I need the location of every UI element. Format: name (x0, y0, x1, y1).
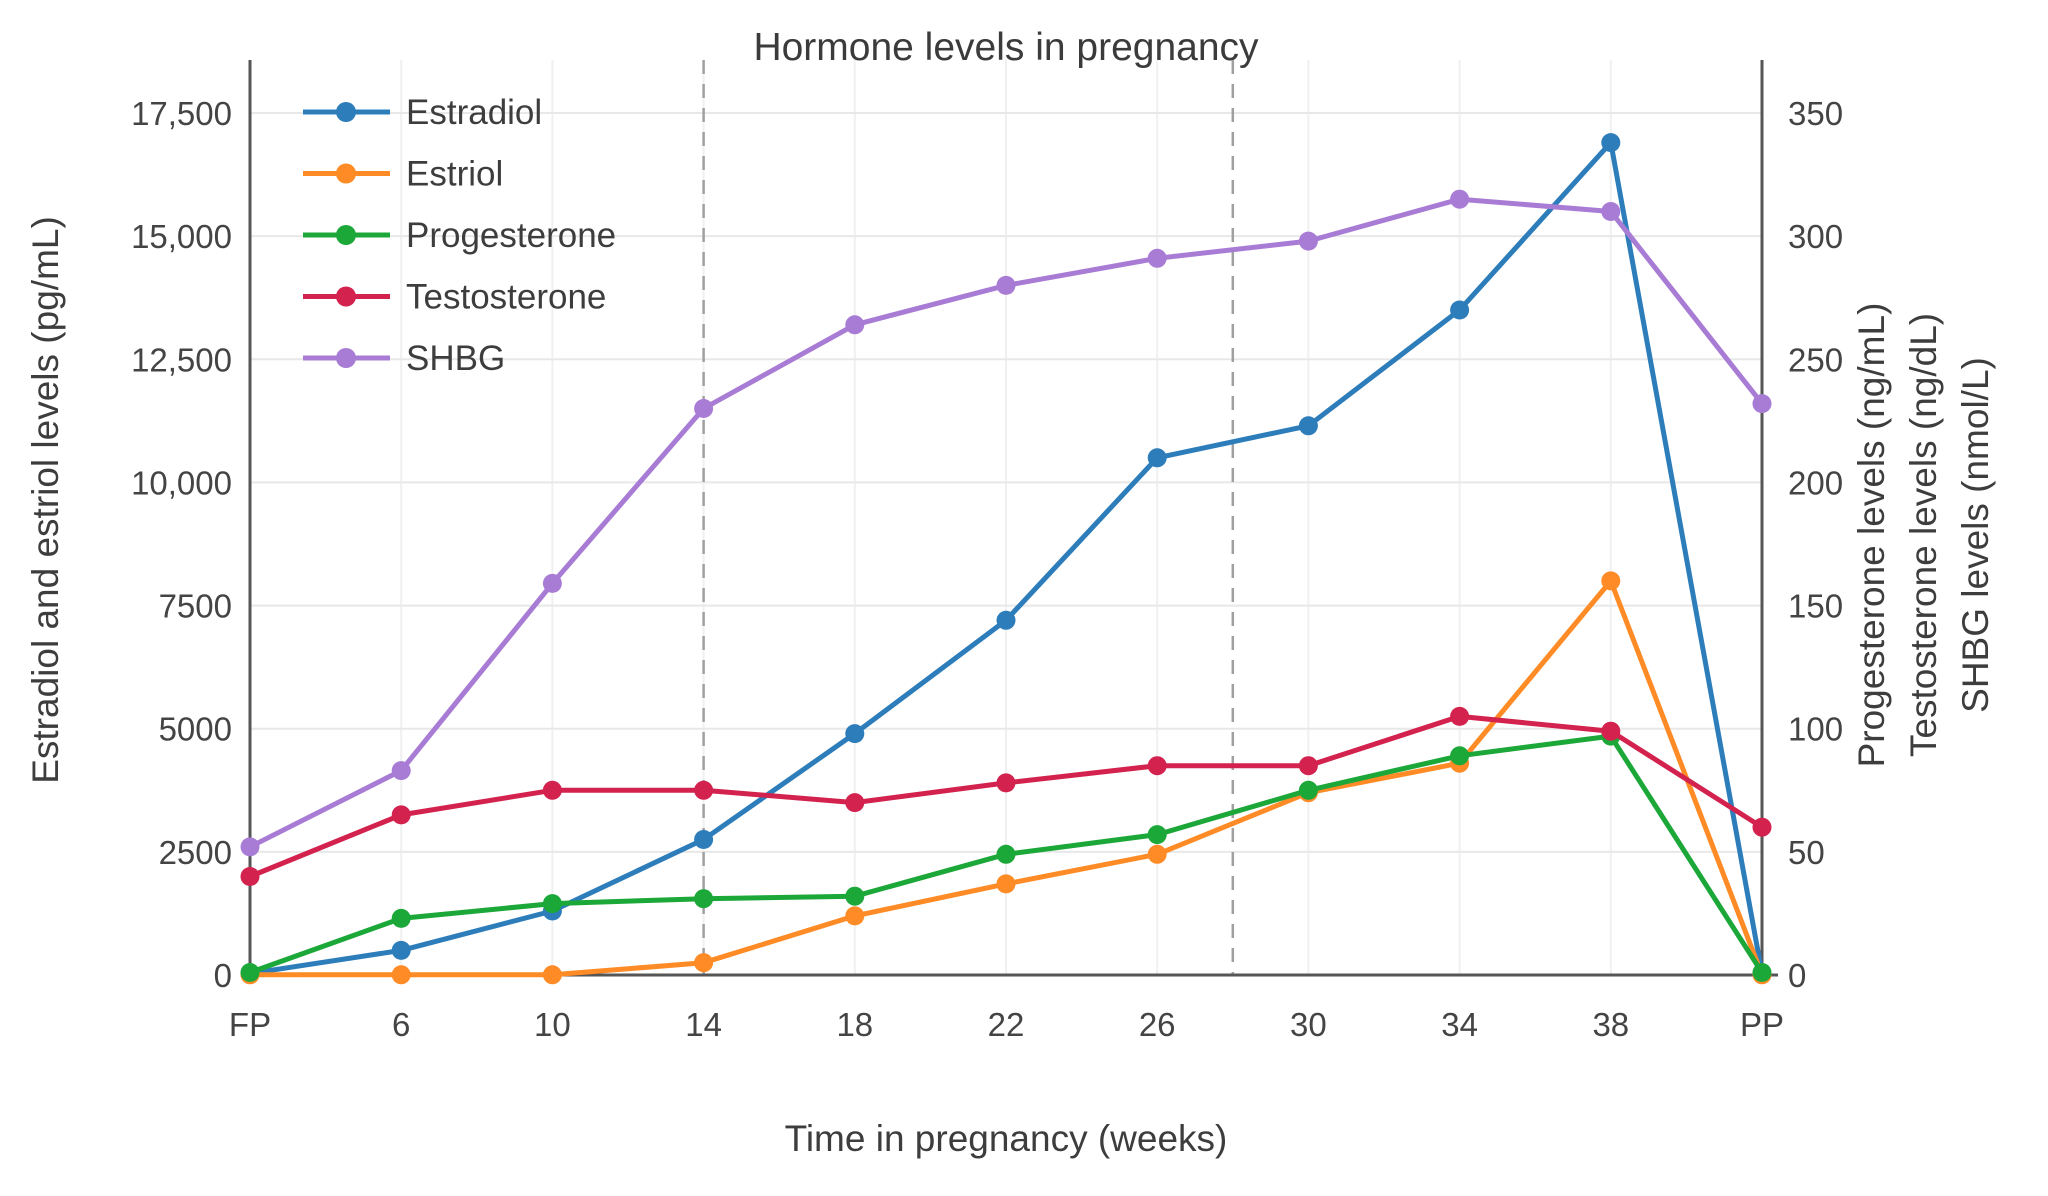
legend-marker-icon (336, 163, 356, 184)
data-point (694, 830, 714, 849)
data-point (1601, 721, 1621, 741)
x-tick-label: 6 (392, 1006, 410, 1043)
y-left-tick-label: 7500 (159, 588, 232, 625)
y-left-tick-label: 10,000 (131, 464, 232, 501)
data-point (1147, 756, 1167, 776)
data-point (694, 780, 714, 800)
legend-label: Progesterone (406, 216, 616, 255)
legend-label: Estriol (406, 155, 503, 194)
data-point (542, 573, 562, 593)
data-point (1147, 248, 1167, 268)
data-point (1147, 448, 1167, 468)
y-left-tick-label: 0 (214, 957, 232, 994)
data-point (1752, 963, 1772, 982)
legend-label: SHBG (406, 339, 505, 378)
data-point (240, 837, 260, 857)
legend-item-estriol[interactable]: Estriol (303, 155, 503, 194)
x-tick-label: 10 (534, 1006, 571, 1043)
legend-marker-icon (336, 225, 356, 245)
x-tick-label: 22 (988, 1006, 1025, 1043)
data-point (694, 889, 714, 909)
y-left-tick-label: 12,500 (131, 341, 232, 378)
data-point (1752, 394, 1772, 414)
x-tick-label: 26 (1139, 1006, 1176, 1043)
legend-label: Estradiol (406, 93, 542, 132)
x-tick-label: 34 (1441, 1006, 1478, 1043)
data-point (1752, 817, 1772, 837)
data-point (1298, 416, 1318, 436)
data-point (996, 275, 1016, 295)
legend-marker-icon (336, 102, 356, 122)
legend-marker-icon (336, 286, 356, 307)
legend-item-progesterone[interactable]: Progesterone (303, 216, 616, 255)
y-right-tick-label: 150 (1788, 588, 1843, 625)
y-left-tick-label: 17,500 (131, 95, 232, 132)
data-point (1450, 300, 1470, 320)
data-point (391, 908, 411, 928)
x-tick-label: 18 (836, 1006, 873, 1043)
x-tick-label: 30 (1290, 1006, 1327, 1043)
x-tick-label: FP (229, 1006, 271, 1043)
data-point (996, 773, 1016, 793)
data-point (542, 780, 562, 800)
data-point (1298, 231, 1318, 251)
data-point (694, 953, 714, 973)
data-point (391, 761, 411, 781)
legend-label: Testosterone (406, 278, 606, 317)
data-point (391, 965, 411, 985)
data-point (694, 399, 714, 418)
y-right-tick-label: 300 (1788, 218, 1843, 255)
legend-item-estradiol[interactable]: Estradiol (303, 93, 542, 132)
legend-item-shbg[interactable]: SHBG (303, 339, 505, 378)
y-right-tick-label: 0 (1788, 957, 1806, 994)
data-point (240, 963, 260, 982)
x-tick-label: PP (1740, 1006, 1784, 1043)
data-point (1601, 571, 1621, 591)
x-tick-label: 14 (685, 1006, 722, 1043)
data-point (542, 894, 562, 914)
y-right-tick-label: 100 (1788, 711, 1843, 748)
legend-item-testosterone[interactable]: Testosterone (303, 278, 606, 317)
data-point (1601, 133, 1621, 153)
data-point (1147, 825, 1167, 845)
y-right-tick-label: 250 (1788, 341, 1843, 378)
data-point (845, 886, 865, 906)
y-right-tick-label: 50 (1788, 834, 1825, 871)
data-point (1298, 780, 1318, 800)
y-right-tick-label: 200 (1788, 464, 1843, 501)
data-point (1450, 706, 1470, 726)
y-left-tick-label: 15,000 (131, 218, 232, 255)
data-point (1601, 202, 1621, 221)
data-point (542, 965, 562, 985)
series-shbg (240, 189, 1772, 857)
data-point (1450, 189, 1470, 209)
data-point (240, 867, 260, 886)
data-point (996, 874, 1016, 894)
y-left-tick-label: 2500 (159, 834, 232, 871)
legend-marker-icon (336, 348, 356, 368)
data-point (845, 906, 865, 926)
x-tick-label: 38 (1592, 1006, 1629, 1043)
data-point (1450, 746, 1470, 766)
y-right-tick-label: 350 (1788, 95, 1843, 132)
x-axis-title: Time in pregnancy (weeks) (784, 1118, 1228, 1159)
data-point (1147, 844, 1167, 864)
data-point (1298, 756, 1318, 776)
y-left-tick-label: 5000 (159, 711, 232, 748)
data-point (845, 793, 865, 813)
data-point (996, 844, 1016, 864)
series-testosterone (240, 706, 1772, 886)
data-point (845, 724, 865, 744)
data-point (996, 610, 1016, 630)
data-point (845, 315, 865, 335)
data-point (391, 940, 411, 960)
data-point (391, 805, 411, 825)
